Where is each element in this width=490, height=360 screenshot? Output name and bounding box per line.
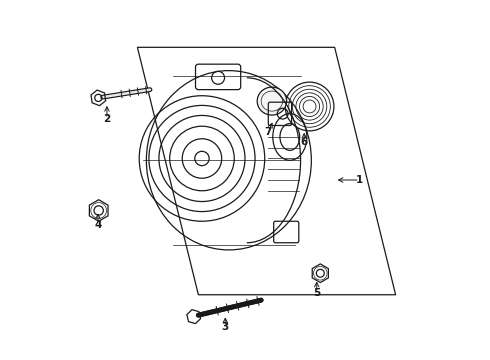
Text: 5: 5 bbox=[313, 288, 320, 298]
Text: 7: 7 bbox=[265, 127, 272, 136]
Text: 4: 4 bbox=[94, 220, 101, 230]
Text: 6: 6 bbox=[300, 138, 308, 147]
Text: 3: 3 bbox=[221, 322, 229, 332]
Text: 2: 2 bbox=[103, 114, 111, 124]
Text: 1: 1 bbox=[356, 175, 364, 185]
Ellipse shape bbox=[257, 87, 287, 115]
